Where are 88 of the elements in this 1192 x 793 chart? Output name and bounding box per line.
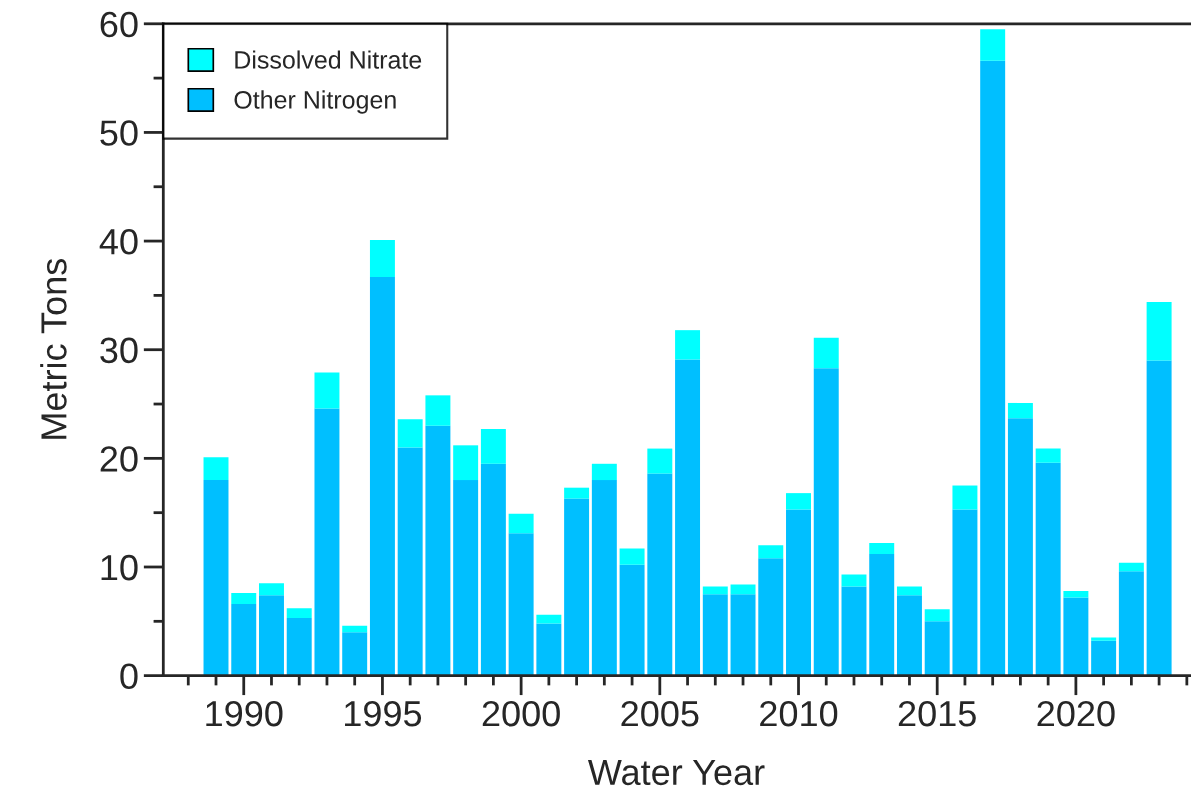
bar <box>591 480 617 676</box>
y-tick-label: 20 <box>100 446 138 472</box>
bar <box>508 513 534 534</box>
bar <box>259 595 284 676</box>
y-tick-label: 60 <box>100 11 138 38</box>
bar <box>952 509 978 676</box>
bar <box>1146 360 1172 676</box>
x-tick-label: 2020 <box>1037 700 1115 727</box>
y-tick-label: 30 <box>100 337 138 364</box>
bar <box>1118 562 1144 572</box>
bar <box>508 533 534 676</box>
legend-label: Other Nitrogen <box>234 90 396 114</box>
bar <box>896 586 922 596</box>
bar <box>231 593 257 604</box>
bar <box>1035 462 1061 676</box>
bar <box>314 372 340 409</box>
bar <box>1035 448 1061 463</box>
bar <box>231 603 257 676</box>
bar <box>342 625 368 633</box>
x-tick-label: 1990 <box>206 700 283 727</box>
bar <box>1091 637 1117 641</box>
bar <box>786 493 811 510</box>
bar <box>924 609 950 622</box>
bar <box>896 595 922 676</box>
bar <box>259 583 284 596</box>
y-tick-label: 50 <box>100 120 138 146</box>
bar <box>369 239 395 277</box>
bar <box>1063 597 1089 676</box>
bar <box>480 429 506 464</box>
x-tick-label: 1995 <box>345 700 422 727</box>
x-tick-label: 2005 <box>621 700 699 727</box>
bar <box>619 548 645 565</box>
bar <box>342 632 368 676</box>
y-tick-label: 40 <box>99 228 138 255</box>
bar <box>314 408 340 676</box>
x-tick-label: 2010 <box>760 700 838 727</box>
bar <box>453 445 479 481</box>
bar <box>841 586 867 676</box>
bar <box>619 564 645 676</box>
bar <box>397 419 423 448</box>
bar <box>730 594 756 676</box>
bar <box>924 621 950 676</box>
bar <box>536 623 562 676</box>
bar <box>564 487 590 499</box>
bar <box>1007 418 1033 676</box>
bar <box>952 485 978 510</box>
bar <box>536 614 562 624</box>
bar <box>675 359 701 676</box>
bar <box>1007 402 1033 419</box>
bar <box>203 457 229 481</box>
bar <box>702 594 728 676</box>
x-tick-label: 2015 <box>898 700 976 727</box>
legend-label: Dissolved Nitrate <box>235 50 422 69</box>
bar <box>1063 590 1089 598</box>
bar <box>591 463 617 481</box>
bar <box>702 586 728 595</box>
bar <box>286 618 312 676</box>
bar <box>453 480 479 676</box>
bar <box>813 368 839 676</box>
bar <box>869 553 895 676</box>
y-tick-label: 10 <box>101 554 138 581</box>
bar <box>1118 571 1144 676</box>
bar <box>425 395 451 426</box>
y-tick-label: 0 <box>120 663 138 690</box>
bar <box>841 574 867 587</box>
bar <box>758 545 784 559</box>
bar <box>286 608 312 619</box>
bar <box>369 276 395 676</box>
bar <box>730 584 756 595</box>
y-axis-title: Metric Tons <box>40 259 67 439</box>
bar <box>675 330 701 360</box>
bar <box>480 463 506 676</box>
bar <box>203 480 229 676</box>
bar <box>1091 640 1117 676</box>
bar <box>813 337 839 369</box>
bar <box>758 558 784 676</box>
bar <box>980 60 1006 676</box>
x-axis-title: Water Year <box>587 759 765 786</box>
bar <box>1146 301 1172 361</box>
bar <box>425 425 451 676</box>
bar <box>647 473 673 676</box>
x-tick-label: 2000 <box>482 700 560 727</box>
bar <box>647 448 673 474</box>
bar <box>869 543 895 554</box>
bar <box>980 29 1006 61</box>
bar <box>564 498 590 676</box>
bar <box>397 447 423 676</box>
bar <box>786 509 811 676</box>
